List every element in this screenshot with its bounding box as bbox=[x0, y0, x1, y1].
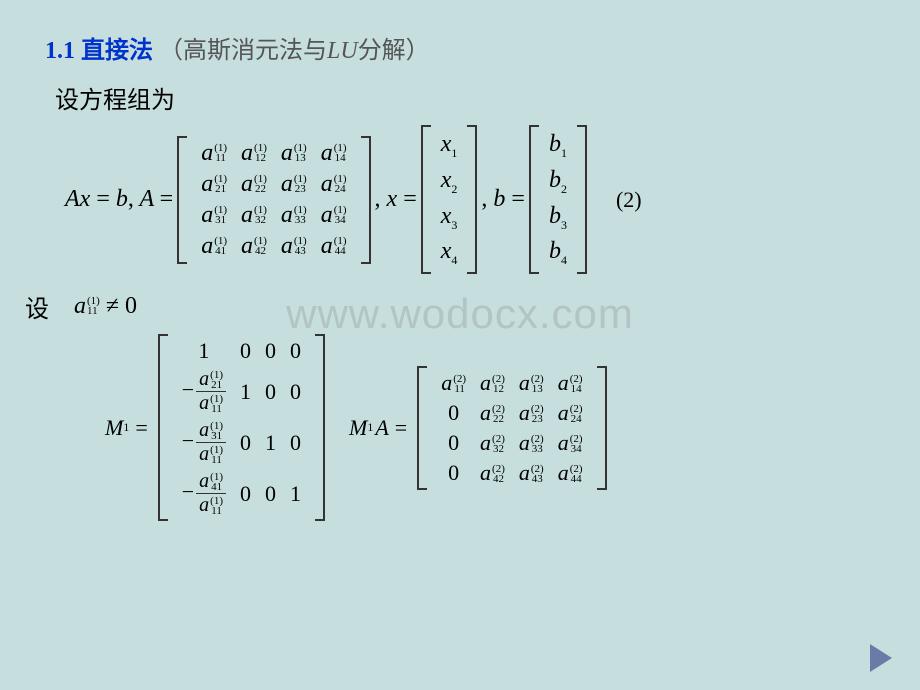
matrix-cell: a(1)24 bbox=[321, 171, 347, 198]
matrix-cell: 0 bbox=[265, 338, 276, 364]
vector-cell: b3 bbox=[549, 203, 567, 233]
matrix-cell: a(1)31 bbox=[201, 202, 227, 229]
matrix-cell: a(2)24 bbox=[558, 400, 583, 426]
matrix-cell: 1 bbox=[240, 368, 251, 415]
matrix-cell: 1 bbox=[290, 470, 301, 517]
matrix-cell: a(2)44 bbox=[558, 460, 583, 486]
title-number: 1.1 bbox=[45, 38, 75, 64]
section-title: 1.1 直接法 （高斯消元法与LU分解） bbox=[45, 30, 875, 65]
matrix-cell: a(1)44 bbox=[321, 233, 347, 260]
matrix-cell: 0 bbox=[441, 460, 466, 486]
matrix-cell: a(2)14 bbox=[558, 370, 583, 396]
matrix-cell: a(1)13 bbox=[281, 140, 307, 167]
matrix-cell: a(1)41 bbox=[201, 233, 227, 260]
vector-cell: x2 bbox=[441, 167, 458, 197]
matrix-cell: a(1)32 bbox=[241, 202, 267, 229]
vector-b: b1 b2 b3 b4 bbox=[529, 125, 587, 274]
matrix-cell: a(1)34 bbox=[321, 202, 347, 229]
vector-cell: x1 bbox=[441, 131, 458, 161]
vector-cell: b2 bbox=[549, 167, 567, 197]
matrix-cell: a(2)33 bbox=[519, 430, 544, 456]
matrix-cell: 0 bbox=[290, 419, 301, 466]
matrix-cell: a(1)21 bbox=[201, 171, 227, 198]
matrix-cell: a(1)22 bbox=[241, 171, 267, 198]
title-paren: （高斯消元法与LU分解） bbox=[159, 38, 430, 64]
matrix-cell: a(2)34 bbox=[558, 430, 583, 456]
matrix-cell: a(1)33 bbox=[281, 202, 307, 229]
matrix-cell: a(1)14 bbox=[321, 140, 347, 167]
equation-2: Ax = b, A = a(1)11a(1)12a(1)13a(1)14a(1)… bbox=[65, 125, 875, 274]
eq-lhs: Ax = b, A = bbox=[65, 186, 173, 213]
matrix-cell: a(1)11 bbox=[201, 140, 227, 167]
matrix-cell: a(1)12 bbox=[241, 140, 267, 167]
matrix-cell: a(2)43 bbox=[519, 460, 544, 486]
matrix-cell: 0 bbox=[265, 368, 276, 415]
matrix-M1A: a(2)11 a(2)12 a(2)13 a(2)14 0 a(2)22 a(2)23 a(2… bbox=[417, 366, 606, 490]
matrix-M1: 1000−a(1)21a(1)11100−a(1)31a(1)11010−a(1… bbox=[158, 334, 325, 521]
equation-label: (2) bbox=[616, 187, 642, 213]
assumption-line: 设 a(1)11 ≠ 0 bbox=[45, 289, 875, 324]
matrix-cell: 1 bbox=[182, 338, 226, 364]
matrix-cell: a(2)22 bbox=[480, 400, 505, 426]
matrix-cell: 0 bbox=[240, 470, 251, 517]
next-arrow-icon[interactable] bbox=[870, 644, 892, 672]
matrix-cell: a(1)42 bbox=[241, 233, 267, 260]
matrix-cell: a(2)12 bbox=[480, 370, 505, 396]
vector-cell: x4 bbox=[441, 238, 458, 268]
subtitle: 设方程组为 bbox=[55, 80, 875, 115]
matrix-cell: −a(1)41a(1)11 bbox=[182, 470, 226, 517]
matrix-cell: 0 bbox=[441, 400, 466, 426]
matrix-cell: 0 bbox=[240, 338, 251, 364]
vector-x: x1 x2 x3 x4 bbox=[421, 125, 478, 274]
matrix-cell: a(2)23 bbox=[519, 400, 544, 426]
matrix-cell: 0 bbox=[290, 338, 301, 364]
vector-cell: x3 bbox=[441, 203, 458, 233]
vector-cell: b4 bbox=[549, 238, 567, 268]
matrix-cell: a(2)42 bbox=[480, 460, 505, 486]
m1-row: M1 = 1000−a(1)21a(1)11100−a(1)31a(1)1101… bbox=[105, 334, 875, 521]
matrix-cell: 1 bbox=[265, 419, 276, 466]
matrix-cell: a(2)32 bbox=[480, 430, 505, 456]
b-eq: , b = bbox=[481, 186, 525, 213]
x-eq: , x = bbox=[375, 186, 417, 213]
matrix-cell: −a(1)21a(1)11 bbox=[182, 368, 226, 415]
matrix-cell: 0 bbox=[441, 430, 466, 456]
matrix-cell: a(1)23 bbox=[281, 171, 307, 198]
matrix-cell: 0 bbox=[265, 470, 276, 517]
matrix-A: a(1)11 a(1)12 a(1)13 a(1)14 a(1)21 a(1)22 a(1)… bbox=[177, 136, 370, 264]
matrix-cell: a(2)11 bbox=[441, 370, 466, 396]
matrix-cell: 0 bbox=[240, 419, 251, 466]
matrix-cell: 0 bbox=[290, 368, 301, 415]
matrix-cell: a(2)13 bbox=[519, 370, 544, 396]
matrix-cell: a(1)43 bbox=[281, 233, 307, 260]
title-main: 直接法 bbox=[81, 38, 153, 64]
vector-cell: b1 bbox=[549, 131, 567, 161]
matrix-cell: −a(1)31a(1)11 bbox=[182, 419, 226, 466]
